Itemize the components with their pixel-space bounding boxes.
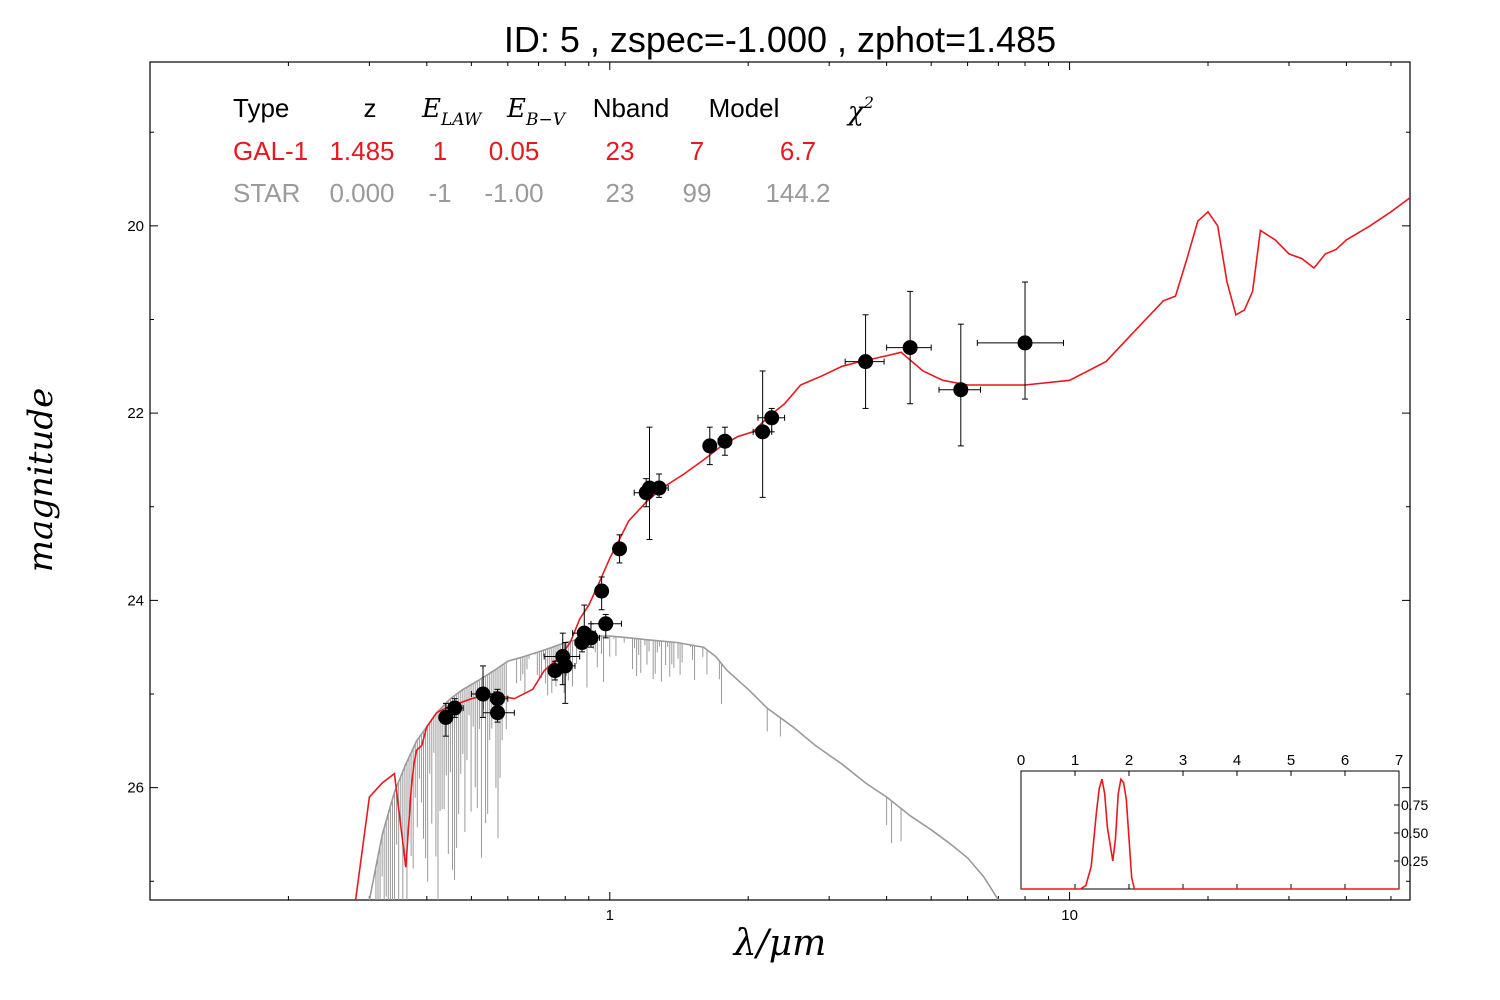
- data-marker: [1017, 335, 1033, 351]
- legend-cell: 7: [690, 136, 704, 166]
- data-marker: [490, 705, 506, 721]
- observed-point: [612, 534, 628, 564]
- observed-point: [489, 688, 509, 709]
- inset-x-tick-label: 3: [1179, 752, 1187, 769]
- x-tick-label: 10: [1061, 907, 1078, 924]
- legend-header-ebv: EB−V: [506, 94, 567, 130]
- inset-x-tick-label: 5: [1287, 752, 1295, 769]
- legend-cell: -1: [428, 178, 451, 208]
- legend-cell: -1.00: [484, 178, 543, 208]
- inset-ticks: 0 1 2 3 4 5 6 7 0.25 0.50 0.75: [1017, 752, 1428, 889]
- pdf-inset: 0 1 2 3 4 5 6 7 0.25 0.50 0.75: [1017, 752, 1428, 890]
- data-marker: [717, 433, 733, 449]
- inset-pdf-line: [1021, 777, 1399, 890]
- observed-point: [554, 642, 576, 704]
- observed-point: [757, 407, 786, 433]
- legend-header-model: Model: [709, 93, 780, 123]
- observed-points: [438, 281, 1065, 737]
- figure-title: ID: 5 , zspec=-1.000 , zphot=1.485: [504, 19, 1056, 60]
- legend-table: Type z ELAW EB−V Nband Model χ2 GAL-1 1.4…: [233, 93, 874, 208]
- legend-header-nband: Nband: [593, 93, 670, 123]
- observed-point: [438, 702, 454, 737]
- observed-point: [594, 576, 610, 611]
- data-marker: [583, 630, 599, 646]
- legend-header-z: z: [364, 93, 377, 123]
- inset-y-tick-label: 0.75: [1401, 797, 1428, 813]
- data-marker: [902, 340, 918, 356]
- legend-cell: 6.7: [780, 136, 816, 166]
- data-marker: [702, 438, 718, 454]
- data-marker: [755, 424, 771, 440]
- data-marker: [557, 658, 573, 674]
- inset-x-tick-label: 2: [1125, 752, 1133, 769]
- star-model-curve: [368, 635, 1000, 900]
- legend-cell: 1: [433, 136, 447, 166]
- legend-header-elaw-sub: LAW: [440, 110, 483, 130]
- observed-point: [702, 426, 718, 466]
- legend-cell: 0.000: [329, 178, 394, 208]
- observed-point: [844, 314, 885, 409]
- y-tick-label: 26: [127, 780, 144, 797]
- y-tick-label: 20: [127, 218, 144, 235]
- x-tick-label: 1: [606, 907, 614, 924]
- legend-header-chi2-sup: 2: [863, 93, 874, 112]
- legend-header-type: Type: [233, 93, 289, 123]
- inset-x-tick-label: 4: [1233, 752, 1241, 769]
- observed-point: [590, 613, 622, 639]
- legend-cell: GAL-1: [233, 136, 308, 166]
- data-marker: [764, 410, 780, 426]
- y-tick-label: 22: [127, 405, 144, 422]
- inset-y-tick-label: 0.25: [1401, 853, 1428, 869]
- legend-cell: 144.2: [765, 178, 830, 208]
- legend-header-chi2: χ2: [846, 93, 874, 127]
- legend-cell: 23: [606, 136, 635, 166]
- observed-point: [482, 693, 515, 723]
- data-marker: [447, 700, 463, 716]
- observed-point: [581, 623, 601, 648]
- inset-curve: [1021, 777, 1399, 890]
- observed-point: [886, 290, 932, 405]
- data-marker: [475, 686, 491, 702]
- observed-point: [470, 665, 495, 718]
- observed-point: [649, 473, 669, 498]
- legend-header-elaw: ELAW: [421, 94, 483, 130]
- data-marker: [598, 616, 614, 632]
- legend-cell: 99: [683, 178, 712, 208]
- y-axis-label: magnitude: [21, 388, 61, 573]
- data-marker: [858, 354, 874, 370]
- legend-cell: STAR: [233, 178, 300, 208]
- data-marker: [438, 709, 454, 725]
- inset-y-tick-label: 0.50: [1401, 825, 1428, 841]
- data-marker: [594, 583, 610, 599]
- inset-x-tick-label: 1: [1071, 752, 1079, 769]
- data-marker: [612, 541, 628, 557]
- legend-cell: 0.05: [489, 136, 540, 166]
- legend-cell: 1.485: [329, 136, 394, 166]
- observed-point: [938, 323, 981, 447]
- observed-point: [445, 698, 464, 718]
- observed-point: [976, 281, 1065, 400]
- legend-rows: GAL-1 1.485 1 0.05 23 7 6.7 STAR 0.000 -1 -1.00 23 9…: [233, 136, 831, 208]
- main-plot-frame: [149, 61, 1411, 901]
- x-axis-label: λ/μm: [732, 923, 826, 964]
- y-tick-label: 24: [127, 592, 144, 609]
- observed-point: [717, 426, 733, 456]
- data-marker: [651, 480, 667, 496]
- legend-cell: 23: [606, 178, 635, 208]
- legend-header-ebv-sub: B−V: [525, 110, 567, 130]
- inset-x-tick-label: 0: [1017, 752, 1025, 769]
- data-marker: [953, 382, 969, 398]
- inset-x-tick-label: 6: [1341, 752, 1349, 769]
- observed-point: [752, 370, 773, 498]
- inset-frame: [1020, 770, 1400, 890]
- inset-x-tick-label: 7: [1395, 752, 1403, 769]
